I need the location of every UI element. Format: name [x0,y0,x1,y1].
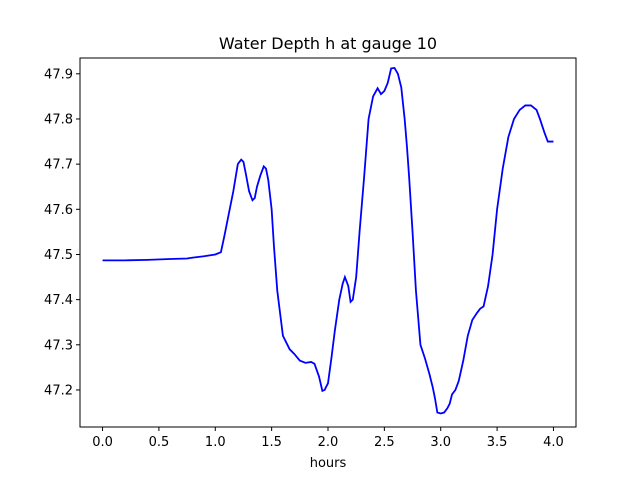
x-tick-label: 2.5 [374,435,395,450]
y-tick-label: 47.6 [44,203,73,218]
y-tick-label: 47.3 [44,338,73,353]
y-tick-label: 47.7 [44,158,73,173]
x-tick-label: 2.0 [318,435,339,450]
x-tick-label: 1.5 [261,435,282,450]
x-tick-label: 1.0 [205,435,226,450]
chart-title: Water Depth h at gauge 10 [219,34,437,53]
x-tick-label: 0.5 [149,435,170,450]
x-tick-label: 4.0 [543,435,564,450]
y-tick-label: 47.5 [44,248,73,263]
y-tick-label: 47.9 [44,67,73,82]
x-axis: 0.0 0.5 1.0 1.5 2.0 2.5 3.0 3.5 4.0 [92,427,564,450]
y-tick-label: 47.4 [44,293,73,308]
x-tick-label: 3.0 [430,435,451,450]
x-axis-label: hours [310,456,347,471]
y-tick-label: 47.8 [44,112,73,127]
y-tick-label: 47.2 [44,383,73,398]
series-line-water-depth [102,66,554,415]
x-tick-label: 0.0 [92,435,113,450]
x-tick-label: 3.5 [487,435,508,450]
y-axis: 47.2 47.3 47.4 47.5 47.6 47.7 47.8 47.9 [44,67,80,398]
